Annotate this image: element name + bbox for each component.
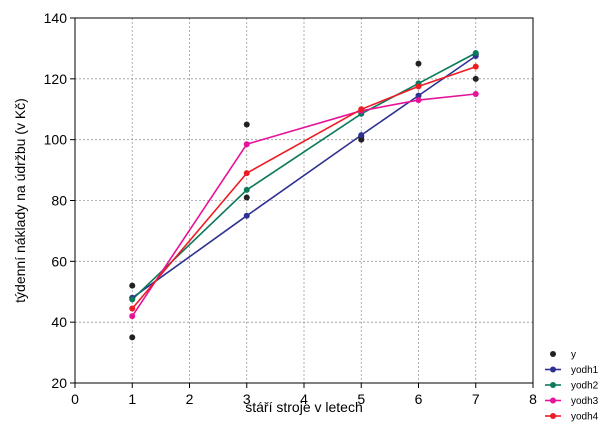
data-point-yodh4	[415, 83, 422, 90]
grid	[75, 18, 533, 383]
y-tick-label: 140	[44, 10, 68, 26]
x-tick-label: 7	[472, 391, 480, 407]
y-axis-label: týdenní náklady na údržbu (v Kč)	[12, 98, 28, 303]
data-point-y	[243, 194, 250, 201]
legend-label-yodh2: yodh2	[571, 381, 599, 392]
data-point-yodh3	[472, 91, 479, 98]
x-tick-label: 1	[128, 391, 136, 407]
x-tick-label: 8	[529, 391, 537, 407]
y-tick-label: 80	[51, 193, 67, 209]
series	[129, 49, 479, 341]
data-point-yodh4	[243, 170, 250, 177]
data-point-yodh2	[472, 49, 479, 56]
legend-marker-yodh1	[550, 366, 556, 373]
x-axis-label: stáří stroje v letech	[245, 399, 363, 415]
y-tick-label: 60	[51, 253, 67, 269]
legend: y yodh1 yodh2 yodh3 yodh4	[545, 350, 599, 423]
data-point-yodh4	[358, 106, 365, 113]
y-tick-label: 20	[51, 375, 67, 391]
data-point-yodh2	[243, 186, 250, 193]
data-point-yodh2	[129, 296, 136, 303]
data-point-yodh3	[129, 313, 136, 320]
legend-label-y: y	[571, 350, 576, 361]
data-point-yodh4	[129, 305, 136, 312]
data-point-yodh1	[358, 132, 365, 139]
data-point-yodh1	[415, 92, 422, 99]
legend-label-yodh1: yodh1	[571, 365, 599, 376]
data-point-yodh3	[243, 141, 250, 148]
y-tick-label: 100	[44, 132, 68, 148]
x-tick-label: 0	[71, 391, 79, 407]
legend-marker-y	[550, 351, 556, 357]
legend-marker-yodh3	[550, 397, 556, 404]
data-point-y	[415, 60, 422, 67]
y-tick-label: 40	[51, 314, 67, 330]
data-point-yodh1	[243, 212, 250, 219]
y-tick-label: 120	[44, 71, 68, 87]
data-point-yodh4	[472, 63, 479, 70]
legend-marker-yodh2	[550, 382, 556, 388]
data-point-y	[129, 334, 136, 341]
x-tick-label: 3	[243, 391, 251, 407]
legend-label-yodh4: yodh4	[571, 412, 599, 423]
x-tick-label: 5	[357, 391, 365, 407]
x-tick-label: 4	[300, 391, 308, 407]
legend-label-yodh3: yodh3	[571, 396, 599, 407]
legend-marker-yodh4	[550, 413, 556, 419]
x-tick-label: 2	[186, 391, 194, 407]
data-point-yodh3	[415, 97, 422, 104]
x-tick-label: 6	[415, 391, 423, 407]
data-point-y	[472, 75, 479, 82]
data-point-y	[243, 121, 250, 128]
axis-ticks: 0 1 2 3 4 5 6 7 8 20 40 60 80 100 120 140	[44, 10, 537, 407]
data-point-y	[129, 282, 136, 289]
